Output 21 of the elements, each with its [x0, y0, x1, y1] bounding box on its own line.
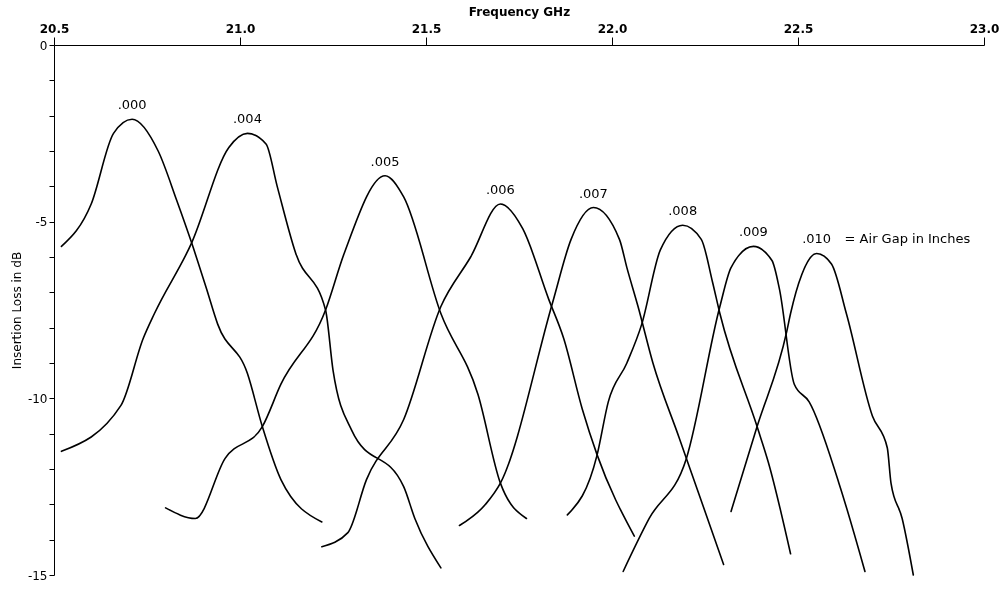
series-label: .005 [370, 153, 400, 169]
y-tick-label: 0 [39, 38, 48, 53]
y-axis-title: Insertion Loss in dB [9, 251, 24, 370]
series-label: .008 [668, 203, 698, 219]
y-tick-label: -15 [27, 568, 48, 583]
x-tick-label: 20.5 [39, 21, 70, 36]
y-tick-label: -5 [35, 215, 48, 230]
series-label: .006 [485, 182, 515, 197]
x-tick-label: 23.0 [969, 21, 1000, 36]
x-tick-label: 21.0 [225, 21, 256, 36]
x-tick-label: 21.5 [411, 21, 442, 36]
x-tick-label: 22.5 [783, 21, 814, 36]
series-label: .004 [232, 111, 262, 127]
series-label: .000 [117, 97, 147, 113]
y-tick-label: -10 [27, 391, 48, 406]
x-tick-label: 22.0 [597, 21, 628, 36]
series-label: .010 [802, 231, 832, 247]
series-label: .009 [738, 224, 768, 240]
series-label: .007 [578, 185, 608, 201]
annotation: = Air Gap in Inches [844, 231, 971, 247]
x-axis-title: Frequency GHz [468, 4, 571, 19]
